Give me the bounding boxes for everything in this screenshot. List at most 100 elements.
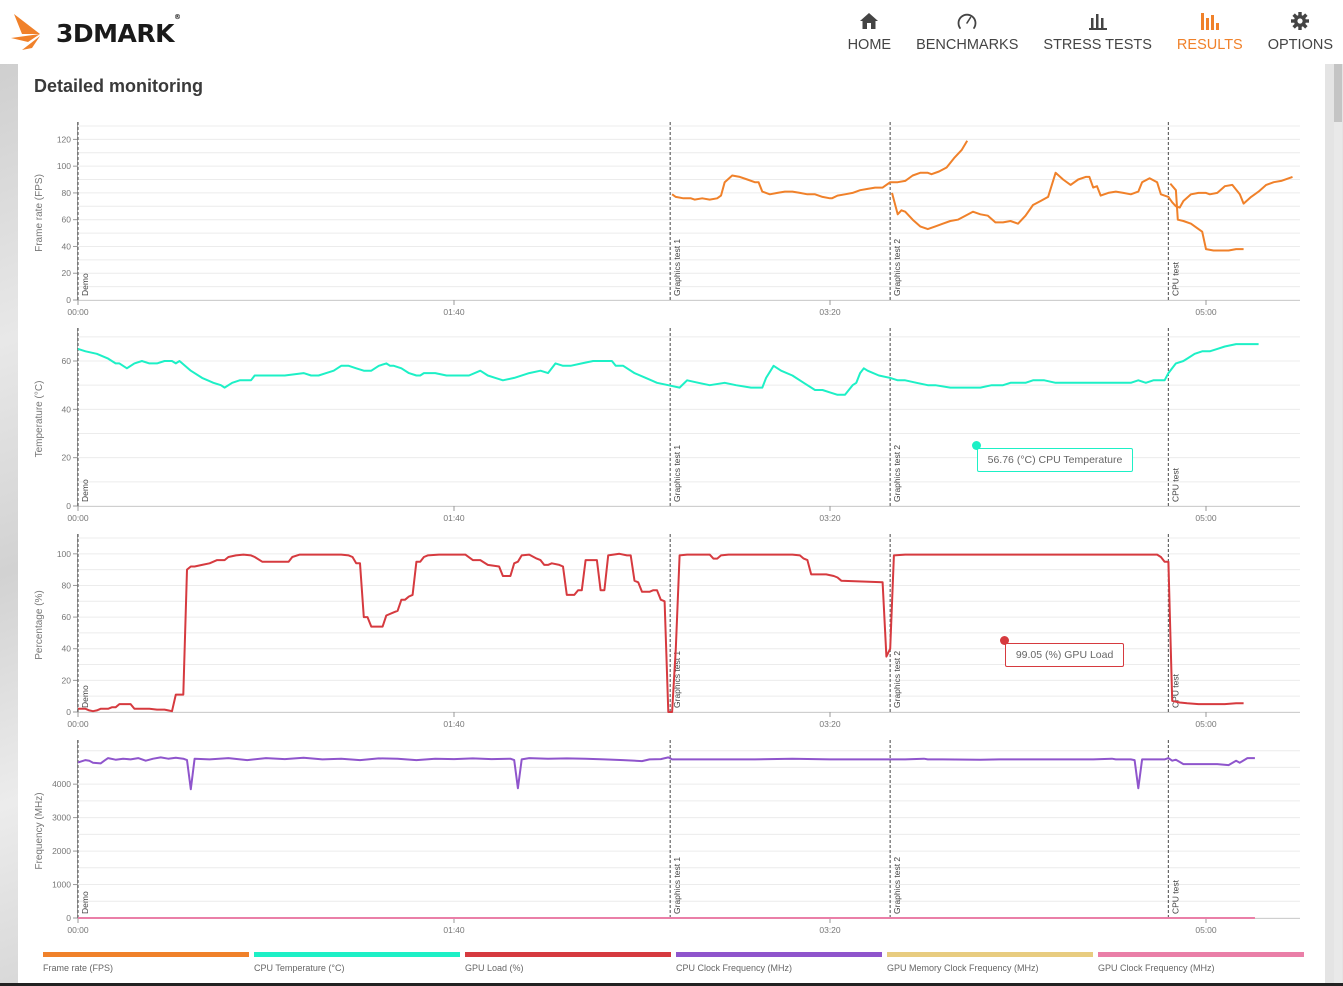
nav-benchmarks[interactable]: BENCHMARKS bbox=[916, 10, 1018, 53]
logo[interactable]: 3DMARK® bbox=[10, 12, 181, 54]
svg-text:100: 100 bbox=[57, 549, 71, 559]
logo-chevron-icon bbox=[11, 14, 40, 50]
legend-item-gpu-memory-clock[interactable]: GPU Memory Clock Frequency (MHz) bbox=[887, 952, 1098, 973]
svg-text:01:40: 01:40 bbox=[443, 513, 465, 523]
svg-text:0: 0 bbox=[66, 501, 71, 511]
svg-text:Graphics test 1: Graphics test 1 bbox=[672, 239, 682, 296]
svg-text:20: 20 bbox=[62, 675, 72, 685]
frame-rate-chart[interactable]: 0 20 40 60 80 100 120 00:00 01:40 03:20 05:00 Frame… bbox=[18, 118, 1325, 324]
svg-text:Demo: Demo bbox=[80, 685, 90, 708]
svg-text:Percentage (%): Percentage (%) bbox=[34, 590, 45, 659]
svg-text:05:00: 05:00 bbox=[1195, 719, 1217, 729]
svg-text:Graphics test 2: Graphics test 2 bbox=[892, 239, 902, 296]
svg-text:120: 120 bbox=[57, 134, 71, 144]
svg-text:2000: 2000 bbox=[52, 846, 71, 856]
home-icon bbox=[858, 10, 880, 32]
svg-text:40: 40 bbox=[62, 404, 72, 414]
svg-text:Graphics test 2: Graphics test 2 bbox=[892, 445, 902, 502]
svg-text:01:40: 01:40 bbox=[443, 719, 465, 729]
background-left bbox=[0, 64, 18, 986]
svg-text:CPU test: CPU test bbox=[1170, 261, 1180, 296]
gear-icon bbox=[1289, 10, 1311, 32]
svg-text:80: 80 bbox=[62, 580, 72, 590]
legend-swatch bbox=[1098, 952, 1304, 957]
taskbar-edge bbox=[0, 983, 1343, 986]
svg-text:40: 40 bbox=[62, 644, 72, 654]
svg-text:60: 60 bbox=[62, 356, 72, 366]
clock-frequency-chart[interactable]: 0 1000 2000 3000 4000 00:00 01:40 03:20 05:00 Fre… bbox=[18, 736, 1325, 942]
svg-text:20: 20 bbox=[62, 453, 72, 463]
svg-text:0: 0 bbox=[66, 913, 71, 923]
svg-text:Graphics test 1: Graphics test 1 bbox=[672, 651, 682, 708]
svg-text:05:00: 05:00 bbox=[1195, 925, 1217, 935]
cpu-temperature-chart[interactable]: 0 20 40 60 00:00 01:40 03:20 05:00 Temperature (… bbox=[18, 324, 1325, 530]
results-chart-icon bbox=[1199, 10, 1221, 32]
tooltip-anchor-dot bbox=[972, 441, 982, 451]
svg-text:01:40: 01:40 bbox=[443, 307, 465, 317]
tooltip-anchor-dot bbox=[1000, 636, 1010, 646]
svg-text:00:00: 00:00 bbox=[67, 307, 89, 317]
svg-text:00:00: 00:00 bbox=[67, 925, 89, 935]
legend-swatch bbox=[43, 952, 249, 957]
svg-text:CPU test: CPU test bbox=[1170, 467, 1180, 502]
nav-options[interactable]: OPTIONS bbox=[1268, 10, 1333, 53]
svg-text:Graphics test 1: Graphics test 1 bbox=[672, 445, 682, 502]
svg-text:03:20: 03:20 bbox=[819, 307, 841, 317]
chart-tooltip: 99.05 (%) GPU Load bbox=[1004, 642, 1125, 667]
svg-text:60: 60 bbox=[62, 612, 72, 622]
nav-stress-tests[interactable]: STRESS TESTS bbox=[1043, 10, 1152, 53]
legend-item-gpu-clock[interactable]: GPU Clock Frequency (MHz) bbox=[1098, 952, 1309, 973]
legend-item-cpu-temperature[interactable]: CPU Temperature (°C) bbox=[254, 952, 465, 973]
svg-text:01:40: 01:40 bbox=[443, 925, 465, 935]
chart-tooltip: 56.76 (°C) CPU Temperature bbox=[976, 447, 1134, 472]
svg-text:Graphics test 1: Graphics test 1 bbox=[672, 857, 682, 914]
svg-text:3000: 3000 bbox=[52, 813, 71, 823]
svg-text:Frequency (MHz): Frequency (MHz) bbox=[34, 792, 45, 869]
svg-text:60: 60 bbox=[62, 215, 72, 225]
svg-text:20: 20 bbox=[62, 268, 72, 278]
svg-text:0: 0 bbox=[66, 707, 71, 717]
svg-text:40: 40 bbox=[62, 241, 72, 251]
speedometer-icon bbox=[956, 10, 978, 32]
svg-text:1000: 1000 bbox=[52, 880, 71, 890]
svg-text:80: 80 bbox=[62, 188, 72, 198]
svg-text:Demo: Demo bbox=[80, 891, 90, 914]
svg-text:00:00: 00:00 bbox=[67, 719, 89, 729]
svg-text:05:00: 05:00 bbox=[1195, 307, 1217, 317]
svg-text:4000: 4000 bbox=[52, 779, 71, 789]
legend-item-frame-rate[interactable]: Frame rate (FPS) bbox=[43, 952, 254, 973]
svg-text:CPU test: CPU test bbox=[1170, 673, 1180, 708]
svg-text:Demo: Demo bbox=[80, 273, 90, 296]
legend-swatch bbox=[676, 952, 882, 957]
nav-results[interactable]: RESULTS bbox=[1177, 10, 1243, 53]
svg-text:Frame rate (FPS): Frame rate (FPS) bbox=[34, 174, 45, 252]
svg-text:Temperature (°C): Temperature (°C) bbox=[34, 381, 45, 458]
nav-home[interactable]: HOME bbox=[848, 10, 891, 53]
svg-text:0: 0 bbox=[66, 295, 71, 305]
legend-swatch bbox=[254, 952, 460, 957]
scrollbar[interactable] bbox=[1334, 64, 1342, 986]
svg-text:03:20: 03:20 bbox=[819, 513, 841, 523]
top-navigation-bar: 3DMARK® HOME BENCHMARKS STRESS TESTS RES… bbox=[0, 0, 1343, 64]
legend-item-gpu-load[interactable]: GPU Load (%) bbox=[465, 952, 676, 973]
svg-text:03:20: 03:20 bbox=[819, 925, 841, 935]
svg-text:CPU test: CPU test bbox=[1170, 879, 1180, 914]
logo-text: 3DMARK® bbox=[56, 12, 181, 48]
gpu-load-chart[interactable]: 0 20 40 60 80 100 00:00 01:40 03:20 05:00 Percenta… bbox=[18, 530, 1325, 736]
legend-swatch bbox=[887, 952, 1093, 957]
svg-text:03:20: 03:20 bbox=[819, 719, 841, 729]
legend-item-cpu-clock[interactable]: CPU Clock Frequency (MHz) bbox=[676, 952, 887, 973]
page-title: Detailed monitoring bbox=[34, 76, 204, 96]
svg-text:05:00: 05:00 bbox=[1195, 513, 1217, 523]
svg-text:Demo: Demo bbox=[80, 479, 90, 502]
bar-chart-icon bbox=[1087, 10, 1109, 32]
svg-text:100: 100 bbox=[57, 161, 71, 171]
svg-text:00:00: 00:00 bbox=[67, 513, 89, 523]
main-nav: HOME BENCHMARKS STRESS TESTS RESULTS OPT… bbox=[848, 10, 1343, 53]
chart-legend: Frame rate (FPS) CPU Temperature (°C) GP… bbox=[43, 952, 1309, 973]
scrollbar-thumb[interactable] bbox=[1334, 64, 1342, 122]
detailed-monitoring-panel: Detailed monitoring 0 20 40 60 80 100 120 00:00… bbox=[18, 64, 1325, 986]
legend-swatch bbox=[465, 952, 671, 957]
svg-text:Graphics test 2: Graphics test 2 bbox=[892, 651, 902, 708]
svg-text:Graphics test 2: Graphics test 2 bbox=[892, 857, 902, 914]
